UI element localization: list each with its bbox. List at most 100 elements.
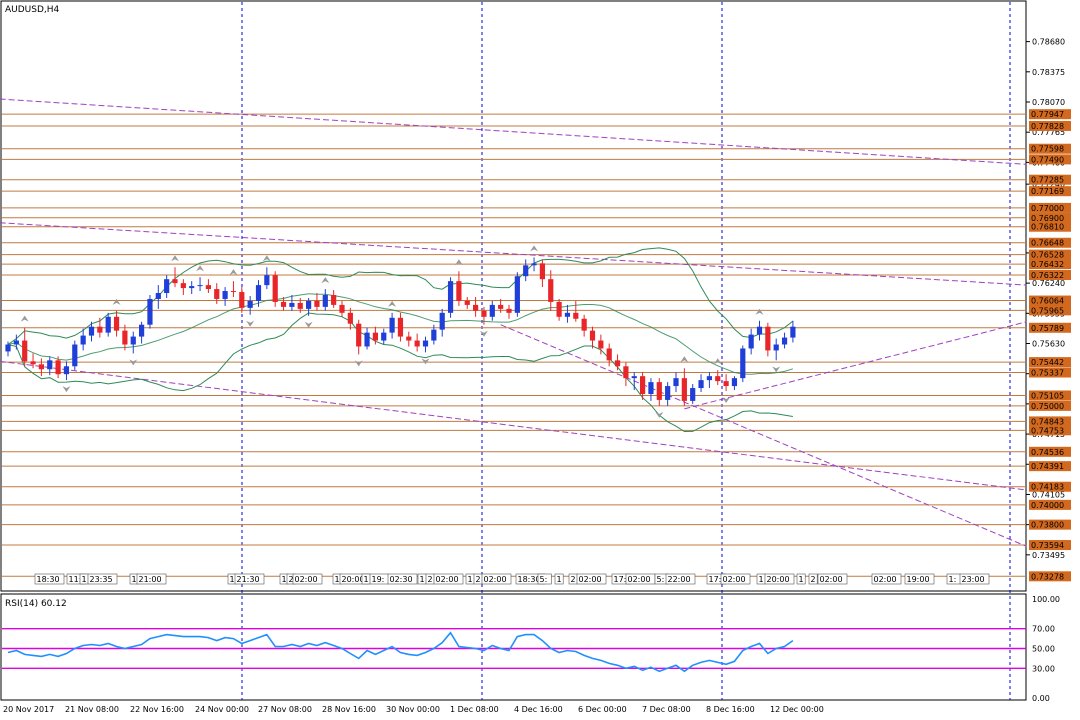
candle-29 — [247, 296, 253, 315]
time-annotation-28: 02:00 — [625, 573, 656, 585]
candle-62 — [523, 259, 529, 282]
fractal-up-54 — [454, 259, 463, 266]
level-tag-text-7: 0.76900 — [1031, 214, 1064, 223]
level-tag-4 — [1029, 174, 1071, 185]
candle-body-34 — [289, 302, 295, 307]
candle-90 — [756, 320, 763, 341]
fractal-down-29 — [246, 320, 255, 327]
candle-19 — [164, 275, 170, 298]
rsi-tick-2: 50.00 — [1032, 645, 1055, 654]
time-annotation-text-38: 02:00 — [874, 575, 897, 584]
candle-body-61 — [514, 276, 520, 313]
candle-63 — [531, 257, 537, 272]
time-tick-0: 20 Nov 2017 — [3, 705, 54, 714]
time-annotation-text-3: 23:35 — [90, 575, 113, 584]
time-annotation-box-26 — [576, 573, 607, 585]
time-annotation-34: 20:00 — [764, 573, 795, 585]
candle-body-6 — [55, 360, 61, 375]
candle-body-54 — [456, 281, 462, 301]
candle-body-5 — [47, 360, 53, 370]
candle-body-77 — [648, 382, 654, 394]
price-tick-9: 0.75630 — [1032, 340, 1065, 349]
candle-86 — [723, 374, 729, 392]
candle-42 — [356, 319, 362, 355]
trend-line-1 — [0, 222, 1027, 286]
candle-body-12 — [105, 316, 111, 333]
candle-body-3 — [30, 361, 36, 365]
time-annotation-39: 19:00 — [904, 573, 935, 585]
price-tick-2: 0.78070 — [1032, 98, 1065, 107]
candle-17 — [147, 295, 153, 329]
level-tag-text-10: 0.76528 — [1031, 251, 1064, 260]
candle-body-79 — [665, 386, 671, 400]
fractal-up-46 — [388, 300, 397, 307]
fractal-down-36 — [304, 321, 313, 328]
price-panel-border — [0, 0, 1027, 592]
candle-body-65 — [548, 279, 554, 302]
price-tick-16: 0.73495 — [1032, 551, 1065, 560]
candle-body-55 — [464, 300, 470, 305]
candle-body-76 — [640, 376, 646, 394]
candle-body-10 — [88, 326, 95, 336]
candle-body-15 — [130, 336, 136, 345]
bollinger-upper — [7, 247, 794, 345]
candle-body-25 — [214, 289, 220, 299]
level-tag-22 — [1029, 446, 1071, 457]
candle-64 — [539, 259, 545, 288]
time-tick-5: 28 Nov 16:00 — [322, 705, 376, 714]
time-annotation-text-35: 1 — [799, 575, 804, 584]
candle-body-62 — [523, 265, 529, 277]
level-tag-21 — [1029, 425, 1071, 436]
level-tag-2 — [1029, 143, 1071, 154]
time-annotation-text-7: 21:30 — [237, 575, 260, 584]
level-tag-14 — [1029, 305, 1071, 316]
time-annotation-text-39: 19:00 — [907, 575, 930, 584]
time-annotation-text-15: 02:30 — [390, 575, 413, 584]
candle-67 — [564, 304, 571, 323]
fractal-down-86 — [722, 397, 731, 404]
time-annotation-30: 22:00 — [665, 573, 696, 585]
candle-body-69 — [581, 318, 587, 331]
candle-body-29 — [247, 300, 253, 308]
candle-31 — [264, 267, 270, 290]
level-tag-text-24: 0.74183 — [1031, 483, 1064, 492]
candle-33 — [280, 296, 287, 311]
candle-32 — [272, 271, 278, 307]
candle-body-89 — [748, 334, 754, 349]
candle-body-45 — [381, 332, 387, 341]
candle-body-85 — [715, 376, 721, 382]
trend-line-2 — [0, 360, 1027, 491]
candle-body-8 — [72, 344, 78, 367]
level-tag-text-18: 0.75105 — [1031, 391, 1064, 400]
level-tag-text-28: 0.73278 — [1031, 572, 1064, 581]
candle-body-13 — [113, 316, 120, 331]
candle-40 — [339, 300, 345, 317]
time-annotation-text-8: 1 — [282, 575, 287, 584]
candle-body-40 — [339, 304, 345, 313]
time-axis: 20 Nov 2017 21 Nov 08:00 22 Nov 16:00 24 No… — [3, 705, 824, 714]
candle-81 — [681, 368, 687, 406]
candle-61 — [514, 272, 520, 317]
candle-body-20 — [172, 279, 178, 284]
time-annotation-box-30 — [665, 573, 696, 585]
candle-5 — [47, 356, 53, 376]
time-annotation-18: 02:00 — [433, 573, 464, 585]
candle-body-60 — [506, 308, 512, 313]
level-tag-10 — [1029, 249, 1071, 260]
time-tick-11: 8 Dec 16:00 — [706, 705, 755, 714]
candle-57 — [481, 306, 487, 325]
candle-body-93 — [781, 337, 788, 345]
time-annotation-15: 02:30 — [387, 573, 418, 585]
time-annotation-box-35 — [796, 573, 806, 585]
candle-18 — [155, 285, 161, 309]
time-annotation-text-0: 18:30 — [37, 575, 60, 584]
level-tag-17 — [1029, 367, 1071, 378]
level-tag-5 — [1029, 186, 1071, 197]
candle-body-38 — [322, 295, 328, 307]
time-annotation-text-18: 02:00 — [436, 575, 459, 584]
time-annotation-text-27: 17: — [614, 575, 627, 584]
time-annotation-text-2: 1 — [82, 575, 87, 584]
candle-24 — [205, 279, 211, 294]
time-annotation-text-19: 1 — [468, 575, 473, 584]
candle-91 — [765, 322, 771, 357]
